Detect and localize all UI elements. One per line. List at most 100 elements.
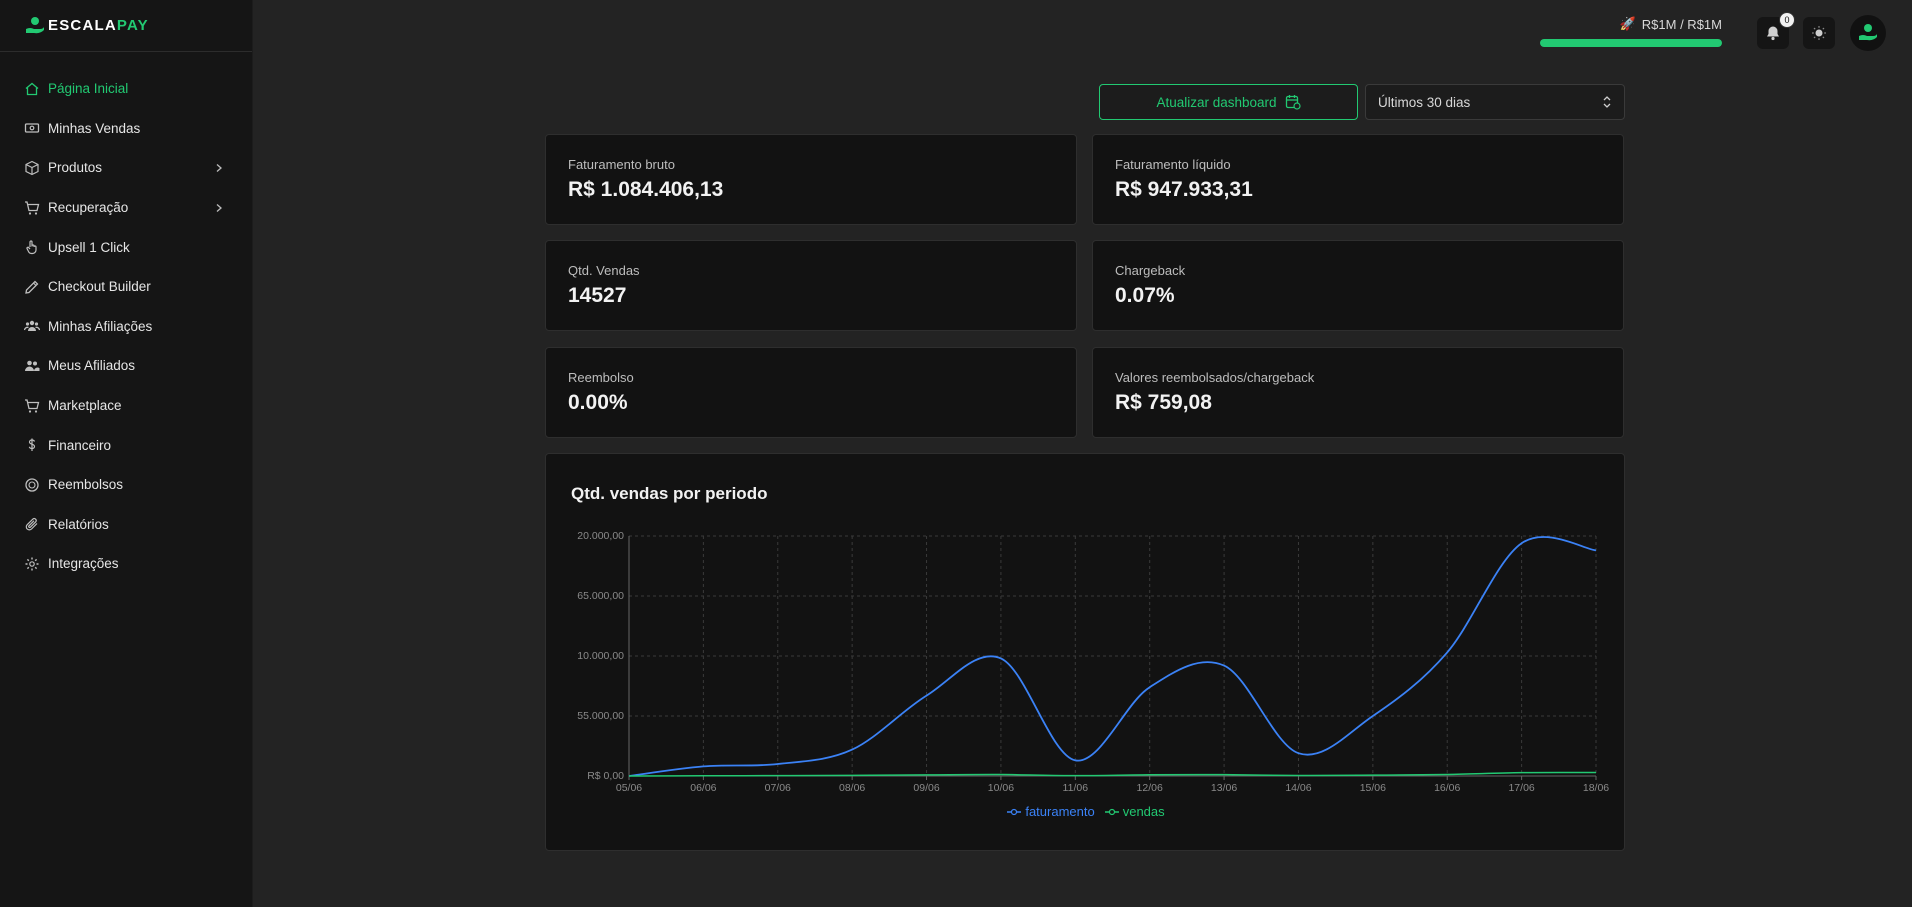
legend-marker-vendas [1104,808,1119,815]
card-refunded-values: Valores reembolsados/chargeback R$ 759,0… [1092,347,1624,438]
card-value: 14527 [568,284,627,307]
cart-icon [24,200,40,216]
series-line-vendas [628,771,1597,777]
sidebar-item-label: Checkout Builder [48,279,151,295]
sidebar-item-reembolsos[interactable]: Reembolsos [0,465,252,505]
card-net-revenue: Faturamento líquido R$ 947.933,31 [1092,134,1624,225]
sidebar-item-marketplace[interactable]: Marketplace [0,386,252,426]
notifications-button[interactable]: 0 [1757,12,1795,49]
chevron-right-icon [216,163,222,172]
sidebar-nav: Página Inicial Minhas Vendas Produtos Recup… [0,52,252,584]
y-tick-label: 65.000,00 [577,590,624,602]
series-line-faturamento [628,536,1597,777]
card-gross-revenue: Faturamento bruto R$ 1.084.406,13 [545,134,1077,225]
legend-item-vendas[interactable]: vendas [1104,804,1165,819]
x-tick-label: 11/06 [1063,782,1089,794]
user-avatar[interactable] [1850,15,1886,51]
sidebar-item-minhas-afiliacoes[interactable]: Minhas Afiliações [0,307,252,347]
sidebar-item-recuperacao[interactable]: Recuperação [0,188,252,228]
chevron-right-icon [216,203,222,212]
rocket-icon: 🚀 [1619,16,1636,31]
avatar-logo-icon [1859,24,1877,41]
goal-progress-fill [1540,39,1722,47]
edit-icon [24,279,40,295]
calendar-refresh-icon [1285,95,1301,110]
coin-icon [24,477,40,493]
gear-icon [24,556,40,572]
home-icon [24,81,40,97]
paperclip-icon [24,516,40,532]
goal-progress-bar [1540,39,1722,47]
sidebar-item-label: Minhas Vendas [48,120,141,136]
x-tick-label: 16/06 [1434,782,1460,794]
card-chargeback: Chargeback 0.07% [1092,240,1624,331]
card-value: R$ 759,08 [1115,391,1212,414]
sidebar-item-financeiro[interactable]: Financeiro [0,425,252,465]
legend-label: vendas [1122,804,1165,819]
notification-badge: 0 [1779,12,1795,28]
hand-pointer-icon [24,239,40,255]
y-tick-label: 10.000,00 [577,650,624,662]
card-sales-count: Qtd. Vendas 14527 [545,240,1077,331]
update-dashboard-label: Atualizar dashboard [1156,94,1277,110]
revenue-goal: 🚀 R$1M / R$1M [1540,16,1722,47]
card-label: Faturamento líquido [1115,157,1231,172]
card-label: Qtd. Vendas [568,263,640,278]
users-group-icon [24,318,40,334]
update-dashboard-button[interactable]: Atualizar dashboard [1099,84,1358,120]
x-tick-label: 18/06 [1583,782,1609,794]
sidebar-item-relatorios[interactable]: Relatórios [0,505,252,545]
x-tick-label: 07/06 [765,782,791,794]
sidebar-item-checkout-builder[interactable]: Checkout Builder [0,267,252,307]
x-tick-label: 05/06 [616,782,642,794]
card-label: Reembolso [568,370,634,385]
theme-toggle-button[interactable] [1803,17,1835,49]
cash-icon [24,120,40,136]
card-refund: Reembolso 0.00% [545,347,1077,438]
period-select[interactable]: Últimos 30 dias [1365,84,1625,120]
chart-legend: faturamento vendas [546,804,1626,819]
card-value: R$ 1.084.406,13 [568,178,724,201]
sidebar-item-meus-afiliados[interactable]: Meus Afiliados [0,346,252,386]
chevron-up-down-icon [1603,96,1611,108]
sidebar: ESCALAPAY Página Inicial Minhas Vendas Pro… [0,0,253,907]
x-tick-label: 14/06 [1285,782,1311,794]
sidebar-item-label: Minhas Afiliações [48,318,153,334]
x-tick-label: 12/06 [1137,782,1163,794]
sidebar-item-minhas-vendas[interactable]: Minhas Vendas [0,109,252,149]
x-tick-label: 08/06 [839,782,865,794]
sidebar-item-produtos[interactable]: Produtos [0,148,252,188]
sidebar-item-label: Meus Afiliados [48,358,136,374]
sidebar-item-label: Reembolsos [48,477,124,493]
sidebar-item-pagina-inicial[interactable]: Página Inicial [0,69,252,109]
y-tick-label: 55.000,00 [577,710,624,722]
card-label: Valores reembolsados/chargeback [1115,370,1315,385]
x-tick-label: 06/06 [690,782,716,794]
card-label: Chargeback [1115,263,1186,278]
sales-chart-card: Qtd. vendas por periodo R$ 0,00 55.000,00… [545,453,1625,851]
sidebar-item-label: Produtos [48,160,103,176]
cart-icon [24,398,40,414]
bell-icon [1767,26,1779,41]
logo-hand-icon [24,15,46,37]
chart-title: Qtd. vendas por periodo [571,484,768,503]
sidebar-item-label: Marketplace [48,398,122,414]
legend-marker-faturamento [1007,808,1022,815]
sidebar-item-integracoes[interactable]: Integrações [0,544,252,584]
x-tick-label: 10/06 [988,782,1014,794]
x-tick-label: 17/06 [1508,782,1534,794]
dollar-icon [24,437,40,453]
legend-item-faturamento[interactable]: faturamento [1007,804,1095,819]
logo-text: ESCALAPAY [48,17,149,34]
period-select-value: Últimos 30 dias [1378,94,1471,110]
sidebar-item-label: Relatórios [48,516,109,532]
y-tick-label: 20.000,00 [577,530,624,542]
x-tick-label: 15/06 [1360,782,1386,794]
logo[interactable]: ESCALAPAY [0,0,252,52]
y-tick-label: R$ 0,00 [587,770,624,782]
users-icon [24,358,40,374]
sidebar-item-label: Integrações [48,556,119,572]
box-icon [24,160,40,176]
sun-icon [1812,26,1826,40]
sidebar-item-upsell-1-click[interactable]: Upsell 1 Click [0,227,252,267]
